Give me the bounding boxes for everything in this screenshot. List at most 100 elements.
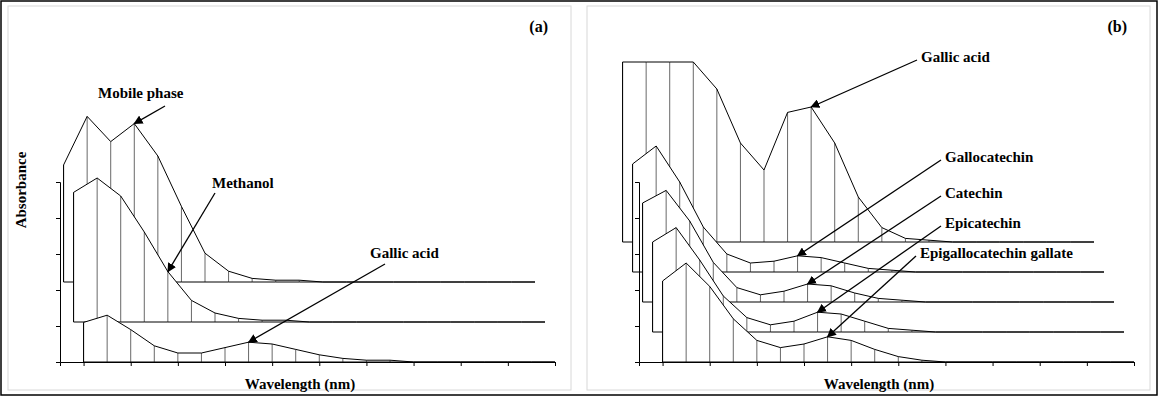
y-tick-mark: [635, 326, 639, 327]
spectrum-line: [663, 263, 1134, 362]
mesh-line: [764, 170, 765, 242]
x-axis: [640, 362, 1135, 366]
x-tick-mark: [461, 362, 462, 366]
x-tick-mark: [1134, 362, 1135, 366]
mesh-line: [83, 322, 84, 362]
annotation-arrow: [134, 106, 165, 124]
figure: (a)Wavelength (nm)AbsorbanceMobile phase…: [0, 0, 1158, 396]
mesh-line: [774, 261, 775, 272]
plot-marks: [64, 116, 555, 362]
mesh-line: [107, 315, 108, 362]
mesh-line: [905, 238, 906, 242]
x-axis-title: Wavelength (nm): [824, 376, 934, 393]
mesh-line: [252, 278, 253, 282]
y-tick: [635, 182, 639, 183]
mesh-line: [248, 342, 249, 362]
mesh-line: [746, 318, 747, 332]
x-tick: [555, 362, 556, 366]
panel-frame: [587, 6, 1150, 390]
mesh-line: [784, 291, 785, 302]
x-tick-mark: [131, 362, 132, 366]
mesh-line: [811, 107, 812, 242]
y-tick: [56, 254, 60, 255]
annotation-label: Gallic acid: [921, 49, 990, 65]
y-tick-mark: [56, 182, 60, 183]
x-tick: [272, 362, 273, 366]
mesh-line: [891, 270, 892, 272]
mesh-line: [130, 330, 131, 362]
x-tick-mark: [555, 362, 556, 366]
annotation-label: Gallocatechin: [945, 149, 1034, 165]
x-tick: [1040, 362, 1041, 366]
annotation-label: Epigallocatechin gallate: [920, 245, 1073, 261]
mesh-line: [390, 360, 391, 362]
x-tick-mark: [898, 362, 899, 366]
x-axis-line: [61, 363, 556, 367]
mesh-line: [709, 286, 710, 362]
mesh-line: [868, 268, 869, 272]
mesh-line: [854, 293, 855, 302]
x-tick: [663, 362, 664, 366]
mesh-line: [662, 281, 663, 362]
panel: (a)Wavelength (nm)AbsorbanceMobile phase…: [8, 6, 571, 393]
mesh-line: [272, 344, 273, 362]
y-tick-mark: [635, 290, 639, 291]
spectrum: [663, 263, 1134, 362]
mesh-line: [921, 360, 922, 362]
y-axis-line: [56, 183, 61, 363]
annotation-label: Methanol: [212, 175, 274, 191]
annotation-arrow: [168, 193, 215, 272]
mesh-line: [817, 312, 818, 332]
x-tick: [851, 362, 852, 366]
annotation-arrow: [818, 226, 941, 312]
mesh-line: [898, 357, 899, 362]
mesh-line: [797, 256, 798, 272]
x-tick-mark: [225, 362, 226, 366]
panel-title: (b): [1107, 18, 1127, 36]
y-tick-mark: [56, 254, 60, 255]
mesh-line: [911, 330, 912, 332]
annotation-arrow: [811, 60, 917, 107]
x-axis: [61, 362, 556, 366]
mesh-line: [73, 192, 74, 322]
mesh-line: [878, 298, 879, 302]
mesh-line: [787, 112, 788, 242]
mesh-line: [716, 89, 717, 242]
x-tick: [804, 362, 805, 366]
x-tick-mark: [178, 362, 179, 366]
mesh-line: [225, 348, 226, 362]
mesh-line: [366, 360, 367, 362]
annotation-arrow: [249, 264, 385, 342]
panel-title: (a): [529, 18, 548, 36]
mesh-line: [874, 349, 875, 362]
mesh-line: [821, 258, 822, 272]
y-axis: [56, 183, 61, 363]
annotation-label: Gallic acid: [370, 245, 439, 261]
x-tick: [84, 362, 85, 366]
mesh-line: [858, 197, 859, 242]
plot-marks: [623, 62, 1134, 362]
mesh-line: [888, 328, 889, 332]
mesh-line: [201, 353, 202, 362]
x-tick-mark: [508, 362, 509, 366]
mesh-line: [652, 242, 653, 332]
y-tick: [635, 290, 639, 291]
x-tick-mark: [319, 362, 320, 366]
x-tick-mark: [757, 362, 758, 366]
annotation-label: Catechin: [945, 185, 1003, 201]
x-tick: [319, 362, 320, 366]
mesh-line: [780, 348, 781, 362]
spectrum-line: [74, 178, 545, 322]
y-tick: [56, 218, 60, 219]
x-tick: [131, 362, 132, 366]
y-tick: [56, 182, 60, 183]
mesh-line: [756, 340, 757, 362]
mesh-line: [844, 263, 845, 272]
x-tick: [225, 362, 226, 366]
mesh-line: [120, 196, 121, 322]
mesh-line: [834, 143, 835, 242]
mesh-line: [804, 344, 805, 362]
x-tick-mark: [663, 362, 664, 366]
y-axis: [635, 183, 640, 363]
x-tick-mark: [993, 362, 994, 366]
